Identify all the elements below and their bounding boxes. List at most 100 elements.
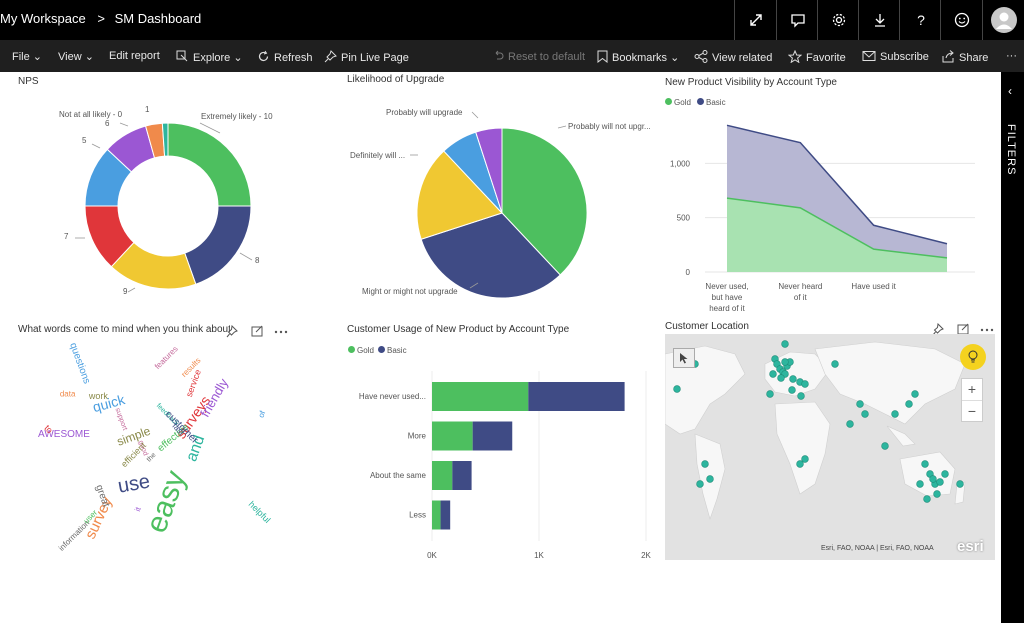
refresh-button[interactable]: Refresh [257, 50, 313, 64]
chevron-left-icon[interactable]: ‹ [1008, 84, 1012, 98]
bar-gold[interactable] [432, 461, 453, 490]
favorite-button[interactable]: Favorite [787, 49, 846, 64]
legend-basic: Basic [706, 98, 726, 107]
location-dot[interactable] [788, 386, 796, 394]
cloud-word[interactable]: support [114, 407, 129, 431]
location-dot[interactable] [933, 490, 941, 498]
visual-more-icon[interactable] [274, 330, 288, 334]
cloud-word[interactable]: features [153, 344, 180, 371]
visual-more-icon[interactable] [980, 328, 994, 332]
words-title: What words come to mind when you think a… [18, 324, 230, 335]
comment-icon[interactable] [776, 0, 818, 40]
location-dot[interactable] [796, 460, 804, 468]
upgrade-slice[interactable] [475, 127, 503, 214]
bar-gold[interactable] [432, 500, 441, 530]
x-tick-label: 0K [427, 551, 437, 560]
cloud-word[interactable]: data [60, 389, 76, 398]
gear-icon[interactable] [817, 0, 859, 40]
location-dot[interactable] [766, 390, 774, 398]
view-related-button[interactable]: View related [694, 50, 772, 64]
location-dot[interactable] [881, 442, 889, 450]
upgrade-slice[interactable] [416, 150, 503, 240]
location-dot[interactable] [923, 495, 931, 503]
cloud-word[interactable]: it [133, 505, 143, 513]
lightbulb-icon[interactable] [960, 344, 986, 370]
location-dot[interactable] [929, 475, 937, 483]
location-dot[interactable] [781, 340, 789, 348]
breadcrumb-workspace[interactable]: My Workspace [0, 11, 86, 26]
location-dot[interactable] [941, 470, 949, 478]
category-label: About the same [370, 471, 427, 480]
location-dot[interactable] [777, 374, 785, 382]
download-icon[interactable] [858, 0, 900, 40]
location-dot[interactable] [701, 460, 709, 468]
cloud-word[interactable]: helpful [247, 499, 273, 525]
location-dot[interactable] [921, 460, 929, 468]
cloud-word[interactable]: use [116, 470, 152, 497]
filters-pane[interactable]: ‹ FILTERS [1001, 72, 1024, 623]
location-dot[interactable] [797, 392, 805, 400]
user-avatar-icon[interactable] [982, 0, 1024, 40]
nps-slice[interactable] [167, 122, 252, 207]
bar-basic[interactable] [528, 382, 625, 411]
cloud-word[interactable]: AWESOME [38, 429, 90, 440]
category-label: Have never used... [359, 392, 426, 401]
zoom-out-button[interactable]: − [962, 400, 982, 422]
select-tool-icon[interactable] [673, 348, 695, 368]
location-dot[interactable] [769, 370, 777, 378]
bar-gold[interactable] [432, 382, 529, 411]
file-menu[interactable]: File ⌄ [12, 51, 43, 63]
location-dot[interactable] [781, 358, 789, 366]
explore-menu[interactable]: Explore ⌄ [176, 50, 243, 64]
expand-icon[interactable] [734, 0, 776, 40]
location-dot[interactable] [856, 400, 864, 408]
cloud-word[interactable]: good [137, 440, 149, 457]
svg-text:?: ? [917, 12, 925, 28]
nps-slice[interactable] [184, 205, 252, 285]
subscribe-button[interactable]: Subscribe [862, 50, 929, 63]
nps-slice[interactable] [161, 122, 169, 157]
upgrade-slice[interactable] [420, 212, 561, 299]
location-dot[interactable] [916, 480, 924, 488]
location-dot[interactable] [846, 420, 854, 428]
pin-visual-icon[interactable] [226, 325, 238, 338]
location-dot[interactable] [673, 385, 681, 393]
x-tick-label: 2K [641, 551, 651, 560]
location-dot[interactable] [891, 410, 899, 418]
bookmark-icon [597, 50, 608, 64]
location-dot[interactable] [706, 475, 714, 483]
location-dot[interactable] [831, 360, 839, 368]
focus-mode-icon[interactable] [957, 323, 969, 335]
help-icon[interactable]: ? [899, 0, 941, 40]
edit-report-button[interactable]: Edit report [109, 50, 160, 62]
cloud-word[interactable]: the [146, 452, 158, 464]
cloud-word[interactable]: work [88, 391, 109, 401]
share-button[interactable]: Share [942, 50, 988, 64]
location-dot[interactable] [861, 410, 869, 418]
location-dot[interactable] [696, 480, 704, 488]
cloud-word[interactable]: of [257, 409, 268, 419]
more-options-button[interactable]: ··· [1006, 50, 1017, 62]
view-menu[interactable]: View ⌄ [58, 51, 94, 63]
cloud-word[interactable]: questions [67, 341, 92, 385]
area-gold[interactable] [727, 198, 947, 272]
bar-basic[interactable] [472, 421, 513, 451]
upgrade-slice[interactable] [501, 127, 588, 276]
reset-to-default-button[interactable]: Reset to default [492, 50, 585, 63]
location-dot[interactable] [936, 478, 944, 486]
pin-live-page-button[interactable]: Pin Live Page [324, 50, 409, 64]
location-dot[interactable] [956, 480, 964, 488]
bookmarks-menu[interactable]: Bookmarks ⌄ [597, 50, 679, 64]
location-dot[interactable] [905, 400, 913, 408]
bar-basic[interactable] [452, 461, 472, 490]
customer-location-map[interactable]: + − Esri, FAO, NOAA | Esri, FAO, NOAA es… [665, 334, 995, 560]
location-dot[interactable] [789, 375, 797, 383]
location-dot[interactable] [801, 455, 809, 463]
zoom-in-button[interactable]: + [967, 381, 977, 397]
focus-mode-icon[interactable] [251, 325, 263, 337]
location-dot[interactable] [911, 390, 919, 398]
bar-basic[interactable] [440, 500, 451, 530]
bar-gold[interactable] [432, 421, 473, 451]
smiley-icon[interactable] [940, 0, 982, 40]
location-dot[interactable] [801, 380, 809, 388]
